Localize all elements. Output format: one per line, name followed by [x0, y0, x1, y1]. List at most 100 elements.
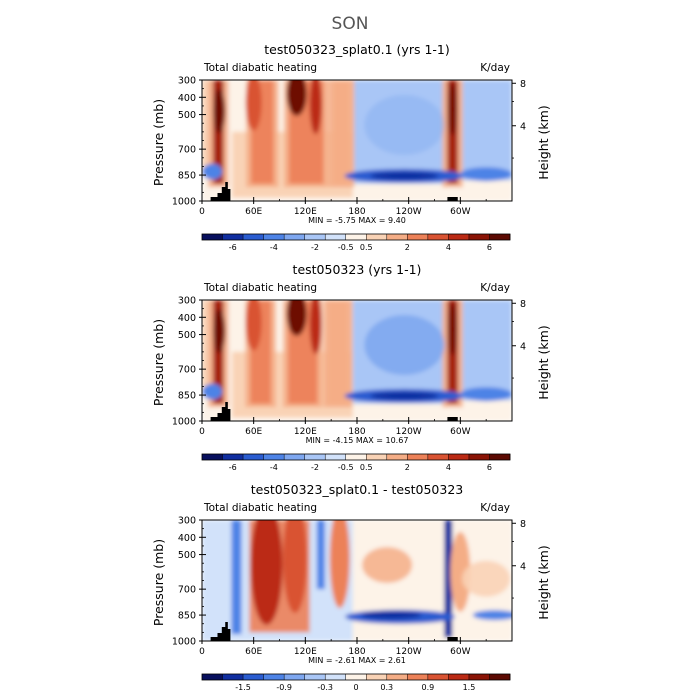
x-tick-label: 180 [348, 427, 365, 437]
x-tick-label: 120W [396, 427, 422, 437]
y-tick-label: 300 [178, 516, 196, 527]
y-right-tick-label: 8 [520, 79, 526, 90]
colorbar-label: 0.5 [360, 243, 373, 252]
y-right-tick-label: 8 [520, 519, 526, 530]
x-tick-label: 180 [348, 647, 365, 657]
y-tick-label: 400 [178, 533, 196, 544]
x-tick-label: 120E [294, 207, 317, 217]
colorbar-swatch [263, 454, 285, 460]
colorbar-swatch [468, 454, 490, 460]
colorbar-label: -4 [270, 243, 278, 252]
panel-title: test050323_splat0.1 (yrs 1-1) [264, 42, 450, 57]
y-right-tick-label: 4 [520, 121, 526, 132]
y-axis-label: Pressure (mb) [151, 319, 166, 406]
y-tick-label: 400 [178, 93, 196, 104]
colorbar-swatch [448, 674, 470, 680]
colorbar: -6 -4 -2 -0.5 0.5 2 4 6 [201, 233, 511, 252]
colorbar-swatch [325, 454, 347, 460]
colorbar-label: -2 [311, 463, 319, 472]
colorbar-swatch [263, 234, 285, 240]
y-tick-label: 1000 [172, 197, 196, 208]
y-axis-label: Pressure (mb) [151, 99, 166, 186]
heatmap-field [202, 520, 512, 641]
colorbar: -6 -4 -2 -0.5 0.5 2 4 6 [201, 453, 511, 472]
panel-units-label: K/day [480, 502, 510, 514]
colorbar-swatch [427, 234, 449, 240]
y-tick-label: 700 [178, 585, 196, 596]
y-tick-label: 1000 [172, 417, 196, 428]
topography-mask [210, 402, 458, 421]
x-tick-label: 0 [199, 647, 205, 657]
colorbar-swatch [468, 674, 490, 680]
colorbar-swatch [284, 674, 305, 680]
colorbar-swatch [304, 674, 326, 680]
colorbar-swatch [489, 234, 511, 240]
colorbar-swatch [284, 234, 305, 240]
colorbar-swatch [222, 234, 244, 240]
colorbar-label: -0.5 [338, 463, 354, 472]
colorbar-swatch [325, 234, 347, 240]
colorbar-swatch [222, 674, 244, 680]
y-tick-label: 300 [178, 296, 196, 307]
y-right-axis-label: Height (km) [536, 105, 551, 179]
panel-left-label: Total diabatic heating [203, 502, 317, 514]
colorbar-swatch [304, 234, 326, 240]
panel-title: test050323_splat0.1 - test050323 [251, 482, 464, 497]
heatmap-field [202, 80, 512, 201]
figure-title: SON [332, 14, 369, 34]
panel-title: test050323 (yrs 1-1) [293, 262, 422, 277]
colorbar-swatch [448, 234, 470, 240]
panel-units-label: K/day [480, 282, 510, 294]
colorbar-swatch [325, 674, 347, 680]
colorbar-label: 0.9 [421, 683, 434, 692]
colorbar-swatch [386, 454, 408, 460]
colorbar-swatch [263, 674, 285, 680]
y-tick-label: 850 [178, 171, 196, 182]
y-tick-label: 300 [178, 76, 196, 87]
colorbar-label: -4 [270, 463, 278, 472]
topography-mask [210, 622, 458, 641]
y-right-tick-label: 8 [520, 299, 526, 310]
colorbar-label: 0.5 [360, 463, 373, 472]
colorbar-swatch [427, 454, 449, 460]
panel-left-label: Total diabatic heating [203, 62, 317, 74]
colorbar-label: -1.5 [235, 683, 251, 692]
x-tick-label: 60W [450, 207, 470, 217]
colorbar-swatch [345, 454, 367, 460]
colorbar-swatch [202, 674, 223, 680]
topography-mask [210, 182, 458, 201]
colorbar-label: 6 [487, 243, 492, 252]
y-right-axis-label: Height (km) [536, 545, 551, 619]
colorbar-swatch [448, 454, 470, 460]
colorbar-swatch [202, 234, 223, 240]
x-tick-label: 60W [450, 647, 470, 657]
colorbar-label: -0.9 [276, 683, 292, 692]
x-tick-label: 120W [396, 207, 422, 217]
colorbar-swatch [304, 454, 326, 460]
y-tick-label: 850 [178, 391, 196, 402]
colorbar-label: -0.3 [317, 683, 333, 692]
colorbar-label: -6 [229, 243, 237, 252]
panel-units-label: K/day [480, 62, 510, 74]
colorbar: -1.5 -0.9 -0.3 0 0.3 0.9 1.5 [201, 673, 511, 692]
y-tick-label: 700 [178, 145, 196, 156]
min-max-readout: MIN = -5.75 MAX = 9.40 [308, 216, 406, 225]
y-right-axis-label: Height (km) [536, 325, 551, 399]
colorbar-label: 1.5 [463, 683, 476, 692]
colorbar-swatch [284, 454, 305, 460]
colorbar-swatch [366, 234, 388, 240]
y-right-tick-label: 4 [520, 561, 526, 572]
colorbar-label: 2 [405, 463, 410, 472]
x-tick-label: 60E [245, 427, 262, 437]
colorbar-label: -2 [311, 243, 319, 252]
x-tick-label: 120W [396, 647, 422, 657]
colorbar-swatch [489, 454, 511, 460]
heatmap-field [202, 300, 512, 421]
x-tick-label: 0 [199, 427, 205, 437]
colorbar-swatch [202, 454, 223, 460]
y-tick-label: 400 [178, 313, 196, 324]
colorbar-label: -6 [229, 463, 237, 472]
x-tick-label: 0 [199, 207, 205, 217]
min-max-readout: MIN = -4.15 MAX = 10.67 [306, 436, 409, 445]
x-tick-label: 120E [294, 427, 317, 437]
